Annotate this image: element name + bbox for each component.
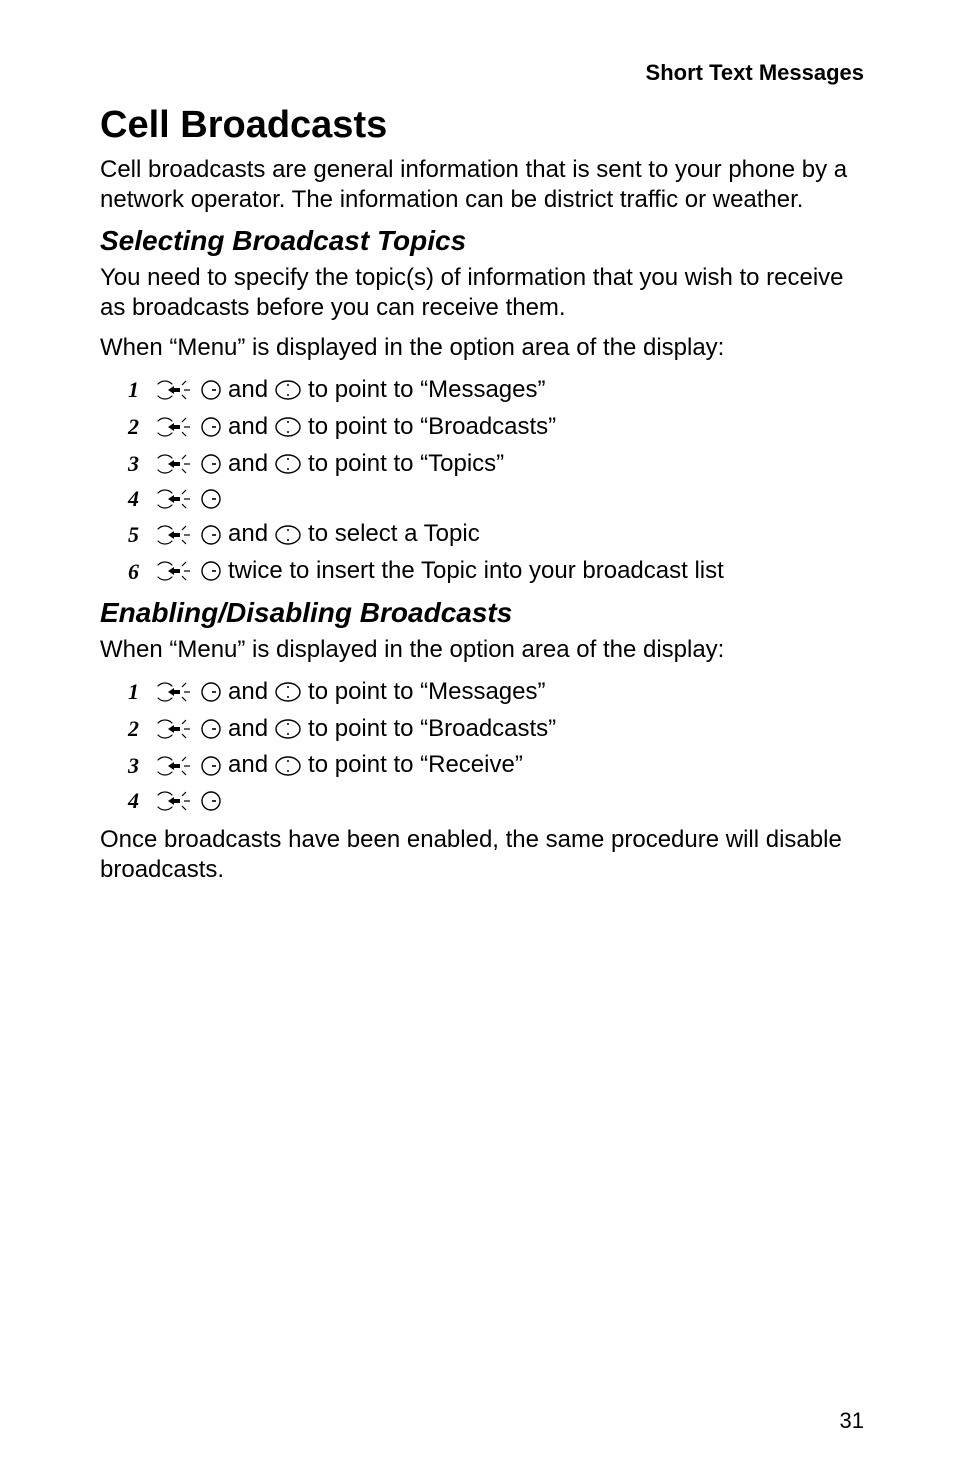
- press-hand-icon: [154, 523, 194, 547]
- scroll-dial-icon: [274, 416, 302, 438]
- step-number: 5: [128, 519, 154, 551]
- step-content: and to point to “Topics”: [154, 447, 504, 482]
- section1-paragraph-1: You need to specify the topic(s) of info…: [100, 263, 864, 323]
- softkey-icon: [200, 718, 222, 740]
- step-row: 3 and to point to “Receive”: [128, 748, 864, 783]
- step-content: and to point to “Receive”: [154, 748, 523, 783]
- press-hand-icon: [154, 487, 194, 511]
- step-content: twice to insert the Topic into your broa…: [154, 554, 724, 589]
- press-hand-icon: [154, 378, 194, 402]
- softkey-icon: [200, 453, 222, 475]
- intro-paragraph: Cell broadcasts are general information …: [100, 155, 864, 215]
- scroll-dial-icon: [274, 524, 302, 546]
- step-content: and to select a Topic: [154, 517, 480, 552]
- step-text: and: [228, 748, 268, 783]
- scroll-dial-icon: [274, 681, 302, 703]
- softkey-icon: [200, 560, 222, 582]
- softkey-icon: [200, 524, 222, 546]
- step-row: 3 and to point to “Topics”: [128, 447, 864, 482]
- step-text: and: [228, 517, 268, 552]
- step-content: [154, 487, 222, 511]
- section1-paragraph-2: When “Menu” is displayed in the option a…: [100, 333, 864, 363]
- step-number: 2: [128, 411, 154, 443]
- step-number: 2: [128, 713, 154, 745]
- section2-paragraph-2: Once broadcasts have been enabled, the s…: [100, 825, 864, 885]
- step-row: 2 and to point to “Broadcasts”: [128, 712, 864, 747]
- page-number: 31: [840, 1408, 864, 1434]
- step-content: and to point to “Messages”: [154, 675, 546, 710]
- step-row: 4: [128, 483, 864, 515]
- step-number: 6: [128, 556, 154, 588]
- step-text: to point to “Receive”: [308, 748, 523, 783]
- step-number: 4: [128, 785, 154, 817]
- step-row: 6 twice to insert the Topic into your br…: [128, 554, 864, 589]
- step-text: twice to insert the Topic into your broa…: [228, 554, 724, 589]
- scroll-dial-icon: [274, 379, 302, 401]
- step-content: and to point to “Broadcasts”: [154, 410, 556, 445]
- step-text: and: [228, 712, 268, 747]
- step-row: 1 and to point to “Messages”: [128, 373, 864, 408]
- section2-paragraph-1: When “Menu” is displayed in the option a…: [100, 635, 864, 665]
- step-text: to point to “Broadcasts”: [308, 712, 556, 747]
- section1-steps: 1 and to point to “Messages”2 and to poi…: [128, 373, 864, 589]
- press-hand-icon: [154, 717, 194, 741]
- step-row: 4: [128, 785, 864, 817]
- page-title: Cell Broadcasts: [100, 104, 864, 147]
- scroll-dial-icon: [274, 755, 302, 777]
- step-number: 1: [128, 676, 154, 708]
- step-text: and: [228, 447, 268, 482]
- softkey-icon: [200, 790, 222, 812]
- step-text: to point to “Broadcasts”: [308, 410, 556, 445]
- press-hand-icon: [154, 559, 194, 583]
- step-number: 4: [128, 483, 154, 515]
- step-number: 3: [128, 750, 154, 782]
- press-hand-icon: [154, 415, 194, 439]
- running-header: Short Text Messages: [100, 60, 864, 86]
- press-hand-icon: [154, 754, 194, 778]
- step-text: and: [228, 373, 268, 408]
- scroll-dial-icon: [274, 453, 302, 475]
- softkey-icon: [200, 755, 222, 777]
- step-content: and to point to “Broadcasts”: [154, 712, 556, 747]
- step-row: 2 and to point to “Broadcasts”: [128, 410, 864, 445]
- step-content: [154, 789, 222, 813]
- step-text: to point to “Messages”: [308, 675, 545, 710]
- step-text: to point to “Messages”: [308, 373, 545, 408]
- section2-steps: 1 and to point to “Messages”2 and to poi…: [128, 675, 864, 817]
- softkey-icon: [200, 488, 222, 510]
- step-number: 1: [128, 374, 154, 406]
- step-text: to select a Topic: [308, 517, 480, 552]
- softkey-icon: [200, 416, 222, 438]
- step-row: 1 and to point to “Messages”: [128, 675, 864, 710]
- step-text: to point to “Topics”: [308, 447, 504, 482]
- softkey-icon: [200, 681, 222, 703]
- section2-title: Enabling/Disabling Broadcasts: [100, 597, 864, 629]
- step-content: and to point to “Messages”: [154, 373, 546, 408]
- step-text: and: [228, 410, 268, 445]
- softkey-icon: [200, 379, 222, 401]
- section1-title: Selecting Broadcast Topics: [100, 225, 864, 257]
- step-text: and: [228, 675, 268, 710]
- press-hand-icon: [154, 680, 194, 704]
- press-hand-icon: [154, 452, 194, 476]
- step-row: 5 and to select a Topic: [128, 517, 864, 552]
- press-hand-icon: [154, 789, 194, 813]
- scroll-dial-icon: [274, 718, 302, 740]
- step-number: 3: [128, 448, 154, 480]
